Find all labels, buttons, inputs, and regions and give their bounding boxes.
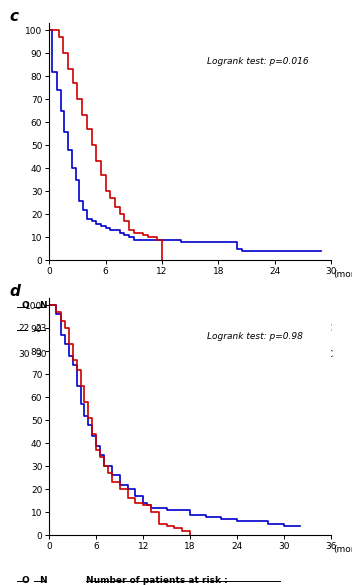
Text: DAC: DAC <box>314 350 333 359</box>
Text: 0: 0 <box>159 350 165 359</box>
Text: 12: 12 <box>100 350 111 359</box>
Text: Logrank test: p=0.016: Logrank test: p=0.016 <box>207 57 309 66</box>
Text: BSC: BSC <box>314 324 332 333</box>
Text: (months: (months <box>334 270 352 279</box>
Text: 2: 2 <box>215 324 221 333</box>
Text: 30: 30 <box>18 350 30 359</box>
Text: c: c <box>10 9 19 24</box>
Text: N: N <box>39 301 46 309</box>
Text: (months: (months <box>334 545 352 554</box>
Text: 23: 23 <box>35 324 46 333</box>
Text: 22: 22 <box>18 324 30 333</box>
Text: Number of patients at risk :: Number of patients at risk : <box>86 301 228 309</box>
Text: O: O <box>22 301 30 309</box>
Text: Logrank test: p=0.98: Logrank test: p=0.98 <box>207 332 303 340</box>
Text: 30: 30 <box>35 350 46 359</box>
Text: N: N <box>39 576 46 584</box>
Text: Number of patients at risk :: Number of patients at risk : <box>86 576 228 584</box>
Text: 3: 3 <box>103 324 108 333</box>
Text: 0: 0 <box>215 350 221 359</box>
Text: 2: 2 <box>159 324 165 333</box>
Text: O: O <box>22 576 30 584</box>
Text: 1: 1 <box>272 324 277 333</box>
Text: 0: 0 <box>272 350 277 359</box>
Text: d: d <box>10 284 21 299</box>
